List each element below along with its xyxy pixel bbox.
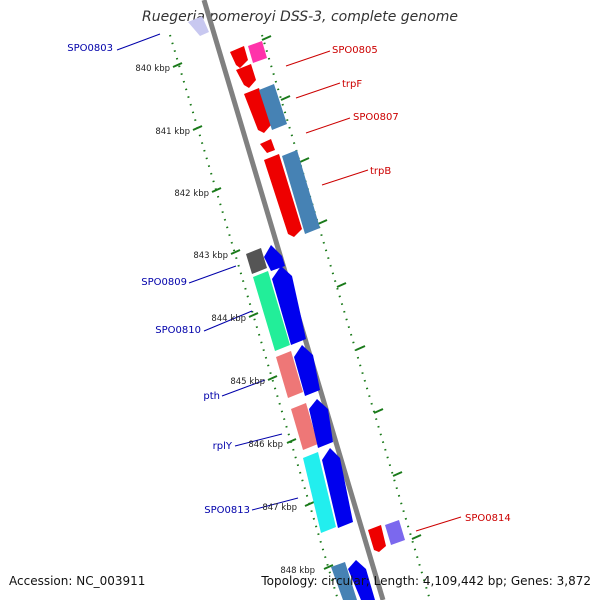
map-title: Ruegeria pomeroyi DSS-3, complete genome [142,9,458,25]
callout-spo0813 [251,497,299,511]
gene-bar-trpb-outer[interactable] [282,150,320,234]
major-tick [267,375,278,381]
gene-arrow-rply-outer[interactable] [309,399,333,448]
gene-label-spo0809[interactable]: SPO0809 [141,277,187,288]
gene-label-spo0813[interactable]: SPO0813 [204,505,250,516]
callout-trpf [295,82,341,99]
major-tick [317,219,328,225]
major-tick [172,62,183,68]
major-tick [192,125,203,131]
major-tick [411,534,422,540]
gene-features [188,16,405,600]
gene-arrow-spo0813-outer[interactable] [322,448,353,528]
callout-pth [221,379,266,397]
gene-arrow-trpf[interactable] [244,88,271,133]
major-tick [248,312,259,318]
callout-spo0807 [305,117,351,134]
gene-label-spo0814[interactable]: SPO0814 [465,513,511,524]
major-tick [211,187,222,193]
callout-rply [234,433,283,447]
gene-labels: SPO0803 SPO0805 trpF SPO0807 trpB SPO080… [67,43,510,524]
scale-label-840: 840 kbp [135,64,170,74]
scale-label-845: 845 kbp [230,377,265,387]
major-tick [355,345,366,351]
gene-label-trpb[interactable]: trpB [370,166,391,177]
gene-label-pth[interactable]: pth [203,391,220,402]
gene-bar-trpf-outer[interactable] [259,84,287,130]
scale-label-848: 848 kbp [280,566,315,576]
major-tick [230,249,241,255]
major-tick [261,35,272,41]
gene-bar-pth[interactable] [276,351,303,398]
scale-label-841: 841 kbp [155,127,190,137]
scale-label-844: 844 kbp [211,314,246,324]
gene-bar-spo0813[interactable] [303,452,336,533]
callout-spo0805 [285,50,331,67]
major-tick [336,282,347,288]
gene-arrow-pth-outer[interactable] [294,345,320,396]
callout-trpb [321,169,369,186]
left-tick-track [169,34,339,600]
major-tick [304,501,315,507]
gene-bar-spo0810[interactable] [253,271,290,351]
major-tick [286,438,297,444]
gene-label-spo0805[interactable]: SPO0805 [332,45,378,56]
major-tick [323,564,334,570]
gene-bar-bottom-1[interactable] [331,562,357,600]
scale-label-843: 843 kbp [193,251,228,261]
gene-arrow-spo0803[interactable] [188,16,209,36]
callout-spo0803 [116,33,161,51]
callout-spo0810 [203,310,253,332]
gene-bar-spo0809[interactable] [246,248,267,274]
callout-spo0809 [188,265,237,284]
gene-arrow-spo0809-outer[interactable] [264,245,285,271]
callout-lines [116,33,462,532]
gene-label-spo0810[interactable]: SPO0810 [155,325,201,336]
scale-label-847: 847 kbp [262,503,297,513]
major-tick [373,408,384,414]
gene-arrow-trpb[interactable] [264,154,302,237]
gene-arrow-spo0814[interactable] [368,525,386,552]
major-tick [392,471,403,477]
gene-bar-spo0814-outer[interactable] [385,520,405,545]
gene-arrow-spo0805[interactable] [230,46,248,68]
accession-label: Accession: NC_003911 [9,574,146,588]
scale-label-842: 842 kbp [174,189,209,199]
genome-summary-label: Topology: circular; Length: 4,109,442 bp… [261,574,591,588]
major-tick [280,95,291,101]
gene-arrow-spo0806[interactable] [236,64,256,88]
gene-bar-spo0805-outer[interactable] [248,41,267,63]
gene-label-trpf[interactable]: trpF [342,79,362,90]
scale-labels: 840 kbp 841 kbp 842 kbp 843 kbp 844 kbp … [135,64,315,576]
gene-bar-rply[interactable] [291,403,318,450]
major-ticks [172,35,422,570]
gene-label-spo0807[interactable]: SPO0807 [353,112,399,123]
gene-label-rply[interactable]: rplY [213,441,233,452]
gene-arrow-spo0810-outer[interactable] [272,266,306,345]
gene-label-spo0803[interactable]: SPO0803 [67,43,113,54]
callout-spo0814 [415,516,462,532]
gene-arrow-spo0807[interactable] [260,139,275,153]
gene-arrow-bottom-2[interactable] [348,560,375,600]
scale-label-846: 846 kbp [248,440,283,450]
major-tick [299,157,310,163]
